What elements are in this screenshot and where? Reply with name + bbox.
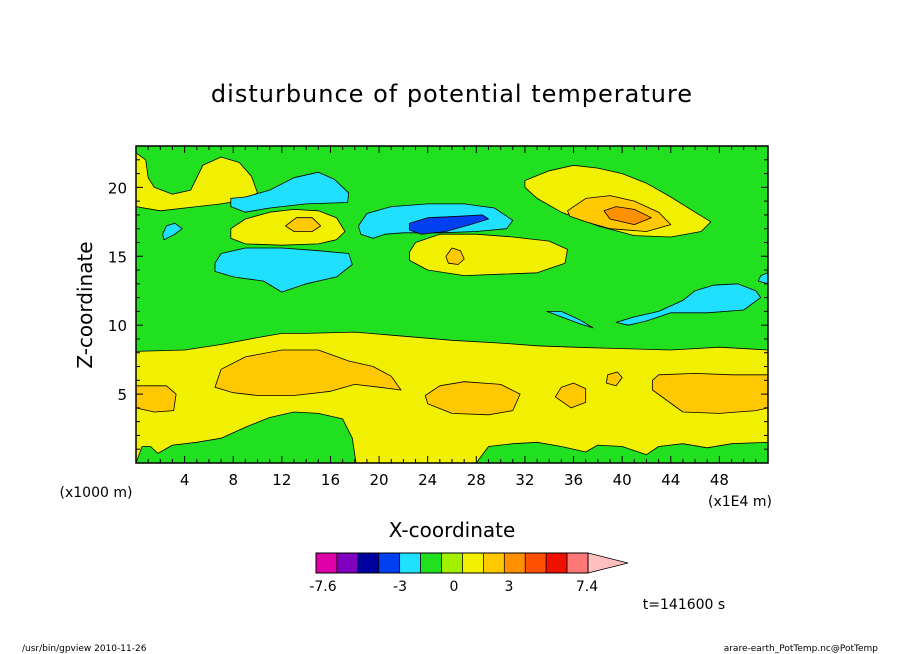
x-tick-label: 8 [228, 471, 238, 489]
colorbar-cell [503, 552, 526, 574]
colorbar-label: 3 [505, 579, 514, 595]
x-tick-label: 20 [370, 471, 389, 489]
contour-region [135, 385, 177, 413]
colorbar-cell [399, 552, 421, 574]
colorbar-label: 0 [450, 579, 459, 595]
colorbar-frame [315, 552, 589, 574]
x-tick-label: 4 [180, 471, 190, 489]
colorbar-label: -3 [393, 579, 407, 595]
x-tick-label: 32 [515, 471, 534, 489]
colorbar-cells [315, 552, 629, 574]
x-units-label: (x1E4 m) [708, 494, 772, 510]
x-tick-label: 36 [564, 471, 583, 489]
x-tick-label: 28 [467, 471, 486, 489]
time-label: t=141600 s [643, 597, 725, 613]
x-tick-label: 40 [613, 471, 632, 489]
contour-region [285, 217, 322, 232]
colorbar-labels: -7.6 -3 0 3 7.4 [309, 579, 598, 595]
footer-left: /usr/bin/gpview 2010-11-26 [22, 644, 147, 654]
x-tick-label: 12 [272, 471, 291, 489]
x-tick-label: 16 [321, 471, 340, 489]
y-tick-label: 20 [108, 179, 127, 197]
colorbar-cell [545, 552, 568, 574]
contour-region [135, 152, 258, 212]
contour-region [554, 382, 587, 409]
contour-region [615, 283, 762, 326]
colorbar-cell [378, 552, 401, 574]
x-tick-label: 48 [710, 471, 729, 489]
y-axis-label: Z-coordinate [73, 241, 97, 368]
colorbar-cell [357, 552, 380, 574]
contour-region [162, 222, 183, 241]
colorbar-cell [420, 552, 442, 574]
contour-region [546, 310, 594, 329]
colorbar-cell [462, 552, 484, 574]
colorbar-cell [587, 552, 629, 574]
x-tick-label: 44 [661, 471, 680, 489]
colorbar-cell [483, 552, 505, 574]
contour-region [230, 171, 350, 213]
contour-region [214, 349, 402, 396]
colorbar: -7.6 -3 0 3 7.4 [309, 552, 629, 595]
colorbar-cell [441, 552, 463, 574]
contour-region [214, 247, 353, 293]
footer-right: arare-earth_PotTemp.nc@PotTemp [724, 644, 879, 654]
colorbar-cell [566, 552, 589, 574]
colorbar-cell [336, 552, 359, 574]
contour-region [409, 233, 568, 277]
y-tick-label: 5 [117, 386, 127, 404]
y-tick-label: 15 [108, 248, 127, 266]
contour-region [445, 247, 465, 265]
contour-region [424, 381, 521, 416]
colorbar-cell [524, 552, 547, 574]
chart-title: disturbunce of potential temperature [211, 80, 693, 108]
y-tick-label: 10 [108, 317, 127, 335]
y-units-label: (x1000 m) [60, 485, 133, 501]
colorbar-cell [315, 552, 338, 574]
x-tick-label: 24 [418, 471, 437, 489]
contour-regions [135, 152, 769, 464]
contour-region [606, 371, 623, 387]
x-axis-label: X-coordinate [389, 518, 516, 542]
colorbar-label: -7.6 [309, 579, 336, 595]
colorbar-label: 7.4 [576, 579, 598, 595]
contour-region [409, 214, 489, 235]
contour-region [603, 206, 652, 226]
